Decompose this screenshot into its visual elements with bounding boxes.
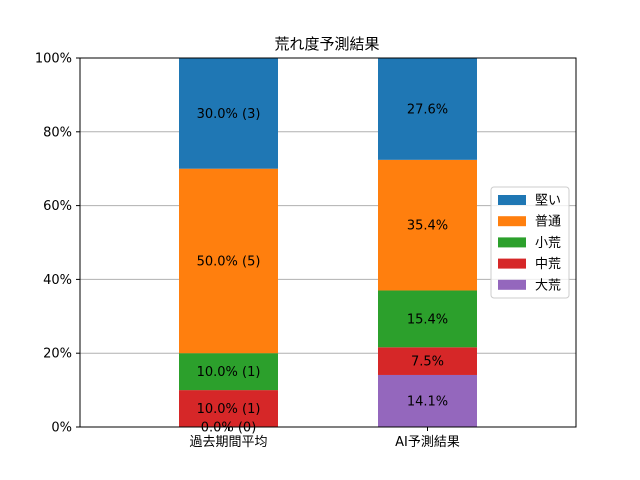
- bar-segment: [378, 159, 477, 291]
- x-tick-label: AI予測結果: [395, 435, 460, 450]
- legend-label: 普通: [535, 215, 561, 230]
- legend-swatch: [498, 237, 526, 248]
- bar-segment: [378, 374, 477, 427]
- legend-box: [490, 186, 570, 299]
- bar-segment: [179, 168, 278, 354]
- bar-segment: [179, 58, 278, 169]
- legend-swatch: [498, 195, 526, 205]
- segment-labels: 0.0% (0)10.0% (1)10.0% (1)50.0% (5)30.0%…: [197, 102, 449, 435]
- legend-label: 大荒: [535, 278, 561, 293]
- legend-swatch: [498, 216, 526, 227]
- bar-segment: [378, 58, 477, 160]
- bar-segment: [179, 390, 278, 427]
- legend-swatch: [498, 258, 526, 269]
- legend-label: 堅い: [535, 194, 561, 209]
- data-label: 15.4%: [407, 312, 448, 327]
- legend-swatch: [498, 279, 526, 290]
- bar-segment: [378, 347, 477, 375]
- bars: [179, 58, 477, 427]
- data-label: 10.0% (1): [197, 365, 261, 380]
- bar-segment: [179, 353, 278, 391]
- legend-label: 中荒: [535, 257, 561, 272]
- data-label: 7.5%: [411, 355, 444, 370]
- data-label: 50.0% (5): [197, 254, 261, 269]
- data-label: 27.6%: [407, 102, 448, 117]
- y-tick-label: 20%: [43, 347, 72, 362]
- plot-frame: [79, 57, 577, 428]
- y-tick-label: 40%: [43, 273, 72, 288]
- data-label: 35.4%: [407, 219, 448, 234]
- axes: 0% 20% 40% 60% 80% 100% 過去期間平均 AI予測結果: [35, 52, 460, 451]
- data-label: 30.0% (3): [197, 107, 261, 122]
- y-tick-label: 0%: [51, 421, 72, 436]
- chart-title: 荒れ度予測結果: [274, 35, 379, 53]
- data-label: 14.1%: [407, 394, 448, 409]
- y-tick-label: 60%: [43, 199, 72, 214]
- y-tick-label: 80%: [43, 125, 72, 140]
- data-label: 10.0% (1): [197, 402, 261, 417]
- x-tick-label: 過去期間平均: [189, 435, 267, 450]
- bar-segment: [378, 290, 477, 348]
- legend-label: 小荒: [535, 236, 561, 251]
- y-tick-label: 100%: [35, 52, 72, 67]
